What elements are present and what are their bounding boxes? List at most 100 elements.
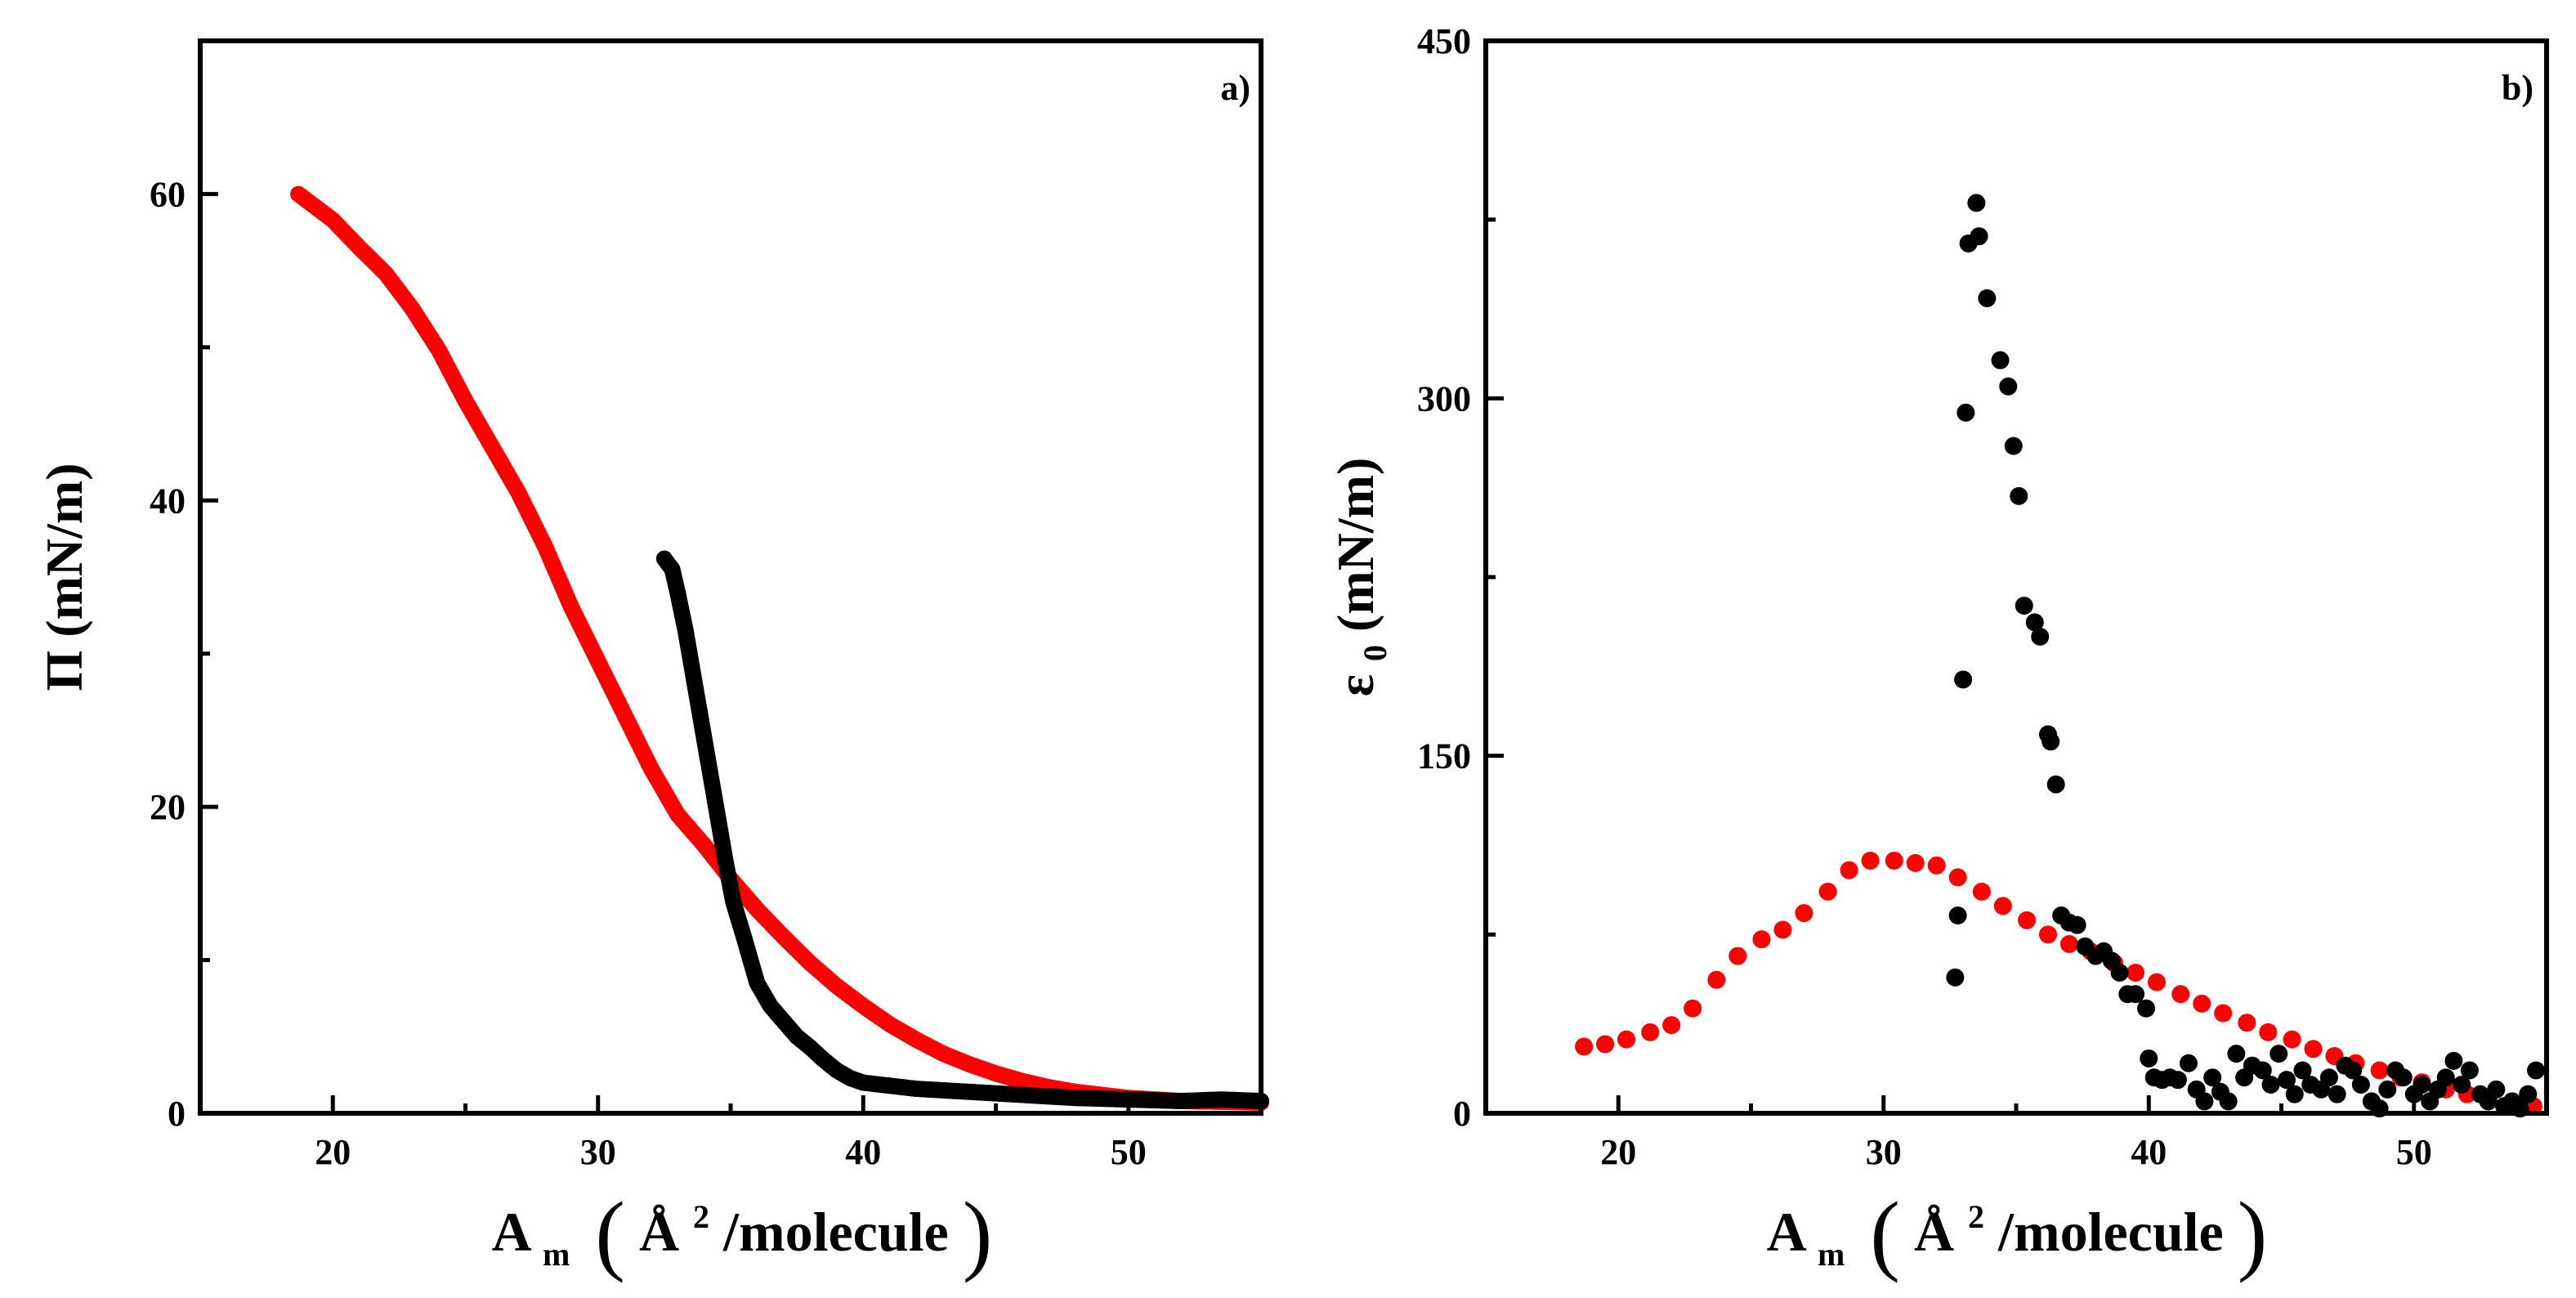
panel-a-x-axis-title: A m ( Å 2 /molecule )	[492, 1178, 993, 1283]
data-point-red	[1773, 920, 1792, 939]
data-point-black	[1978, 289, 1997, 307]
data-point-red	[1684, 999, 1702, 1018]
data-point-black	[2285, 1085, 2304, 1103]
data-point-black	[1967, 194, 1986, 213]
data-point-red	[1993, 897, 2012, 915]
data-point-black	[1957, 403, 1975, 422]
data-point-black	[1999, 377, 2018, 396]
data-point-red	[1948, 868, 1967, 887]
data-point-black	[1948, 906, 1967, 925]
data-point-black	[2025, 613, 2044, 632]
data-point-red	[2283, 1030, 2301, 1049]
data-point-black	[2227, 1045, 2246, 1063]
data-point-black	[2127, 985, 2145, 1004]
data-point-black	[2261, 1076, 2280, 1094]
data-point-black	[2179, 1054, 2198, 1072]
data-point-black	[2270, 1045, 2288, 1063]
data-point-red	[1596, 1035, 1615, 1054]
data-point-red	[1752, 930, 1771, 949]
data-point-black	[2031, 627, 2050, 646]
data-point-red	[1641, 1023, 1660, 1041]
panel-a-chart: 20 30 40 50 0 20 40 60 a) A m ( Å 2 /molecule …	[35, 38, 1269, 1283]
data-point-black	[2460, 1061, 2479, 1080]
y-tick-label: 20	[150, 787, 186, 827]
data-point-black	[2453, 1076, 2471, 1094]
y-tick-label: 0	[1453, 1094, 1471, 1134]
panel-b-y-tick-labels: 0 150 300 450	[1417, 21, 1471, 1134]
data-point-black	[1954, 670, 1973, 689]
data-point-red	[1927, 856, 1946, 875]
data-point-red	[2017, 911, 2036, 929]
panel-a-x-title-main: A	[492, 1201, 532, 1263]
panel-a-x-title-sub: m	[543, 1236, 570, 1273]
data-point-black	[2527, 1061, 2546, 1080]
data-point-black	[2195, 1092, 2214, 1111]
x-tick-label: 40	[2131, 1132, 2167, 1172]
data-point-black	[2140, 1049, 2158, 1067]
panel-a-x-title-sup: 2	[693, 1198, 709, 1235]
data-point-black	[2444, 1051, 2463, 1070]
data-point-black	[2168, 1071, 2187, 1090]
data-point-black	[1991, 351, 2010, 369]
data-point-red	[1885, 851, 1903, 870]
panel-b-x-title-main: A	[1767, 1201, 1807, 1263]
panel-b-x-tick-labels: 20 30 40 50	[1600, 1132, 2432, 1172]
data-point-black	[2015, 596, 2033, 615]
data-point-red	[2059, 934, 2078, 953]
data-point-red	[1662, 1016, 1681, 1035]
data-point-black	[2110, 963, 2129, 982]
data-point-black	[2010, 486, 2028, 505]
data-point-red	[1729, 947, 1747, 965]
panel-a-y-tick-labels: 0 20 40 60	[150, 174, 186, 1134]
panel-a-x-title-unit-a: Å	[639, 1201, 679, 1263]
data-point-black	[2351, 1076, 2370, 1094]
data-point-red	[2304, 1040, 2323, 1059]
panel-a-x-title-unit-rest: /molecule	[722, 1201, 949, 1263]
y-tick-label: 300	[1417, 378, 1471, 418]
x-tick-label: 30	[1866, 1132, 1902, 1172]
y-tick-label: 40	[150, 481, 186, 521]
data-point-black	[2413, 1076, 2431, 1094]
panel-b-label: b)	[2502, 68, 2534, 108]
panel-b-x-title-paren-open: (	[1870, 1184, 1900, 1283]
panel-b-y-title-rest: (mN/m)	[1326, 458, 1384, 632]
panel-b-x-title-sub: m	[1818, 1236, 1845, 1273]
x-tick-label: 40	[845, 1132, 881, 1172]
panel-b-x-title-unit-a: Å	[1914, 1201, 1954, 1263]
data-point-black	[2277, 1071, 2296, 1090]
panel-a-y-axis-title: Π (mN/m)	[35, 463, 93, 691]
data-point-red	[1972, 882, 1991, 901]
y-tick-label: 0	[168, 1094, 186, 1134]
panel-b-y-title-main: ε	[1326, 674, 1384, 696]
panel-a-label: a)	[1220, 68, 1250, 108]
data-point-red	[1575, 1037, 1594, 1056]
data-point-black	[2328, 1085, 2346, 1103]
data-point-red	[1861, 851, 1880, 870]
data-point-black	[2487, 1080, 2506, 1099]
y-tick-label: 450	[1417, 21, 1471, 61]
data-point-black	[2394, 1068, 2413, 1087]
data-point-red	[2370, 1061, 2389, 1080]
panel-b-y-axis-title: ε 0 (mN/m)	[1326, 458, 1398, 697]
data-point-red	[2038, 925, 2057, 944]
x-tick-label: 50	[1111, 1132, 1147, 1172]
panel-a-x-tick-labels: 20 30 40 50	[315, 1132, 1147, 1172]
panel-a-x-title-paren-close: )	[963, 1184, 993, 1283]
data-point-black	[2253, 1061, 2272, 1080]
panel-a-ticks	[198, 38, 1263, 1116]
data-point-red	[2171, 985, 2190, 1004]
data-point-red	[1818, 882, 1837, 901]
panel-a-series-red	[290, 186, 1269, 1111]
data-point-red	[1840, 861, 1858, 880]
panel-b-ticks	[1483, 38, 2549, 1116]
x-tick-label: 20	[315, 1132, 351, 1172]
data-point-black	[2042, 732, 2060, 751]
data-point-black	[2378, 1080, 2397, 1099]
data-point-black	[2519, 1085, 2538, 1103]
data-point-red	[1617, 1030, 1635, 1049]
panel-b-x-axis-title: A m ( Å 2 /molecule )	[1767, 1178, 2268, 1283]
x-tick-label: 50	[2396, 1132, 2432, 1172]
data-point-black	[2436, 1068, 2455, 1087]
